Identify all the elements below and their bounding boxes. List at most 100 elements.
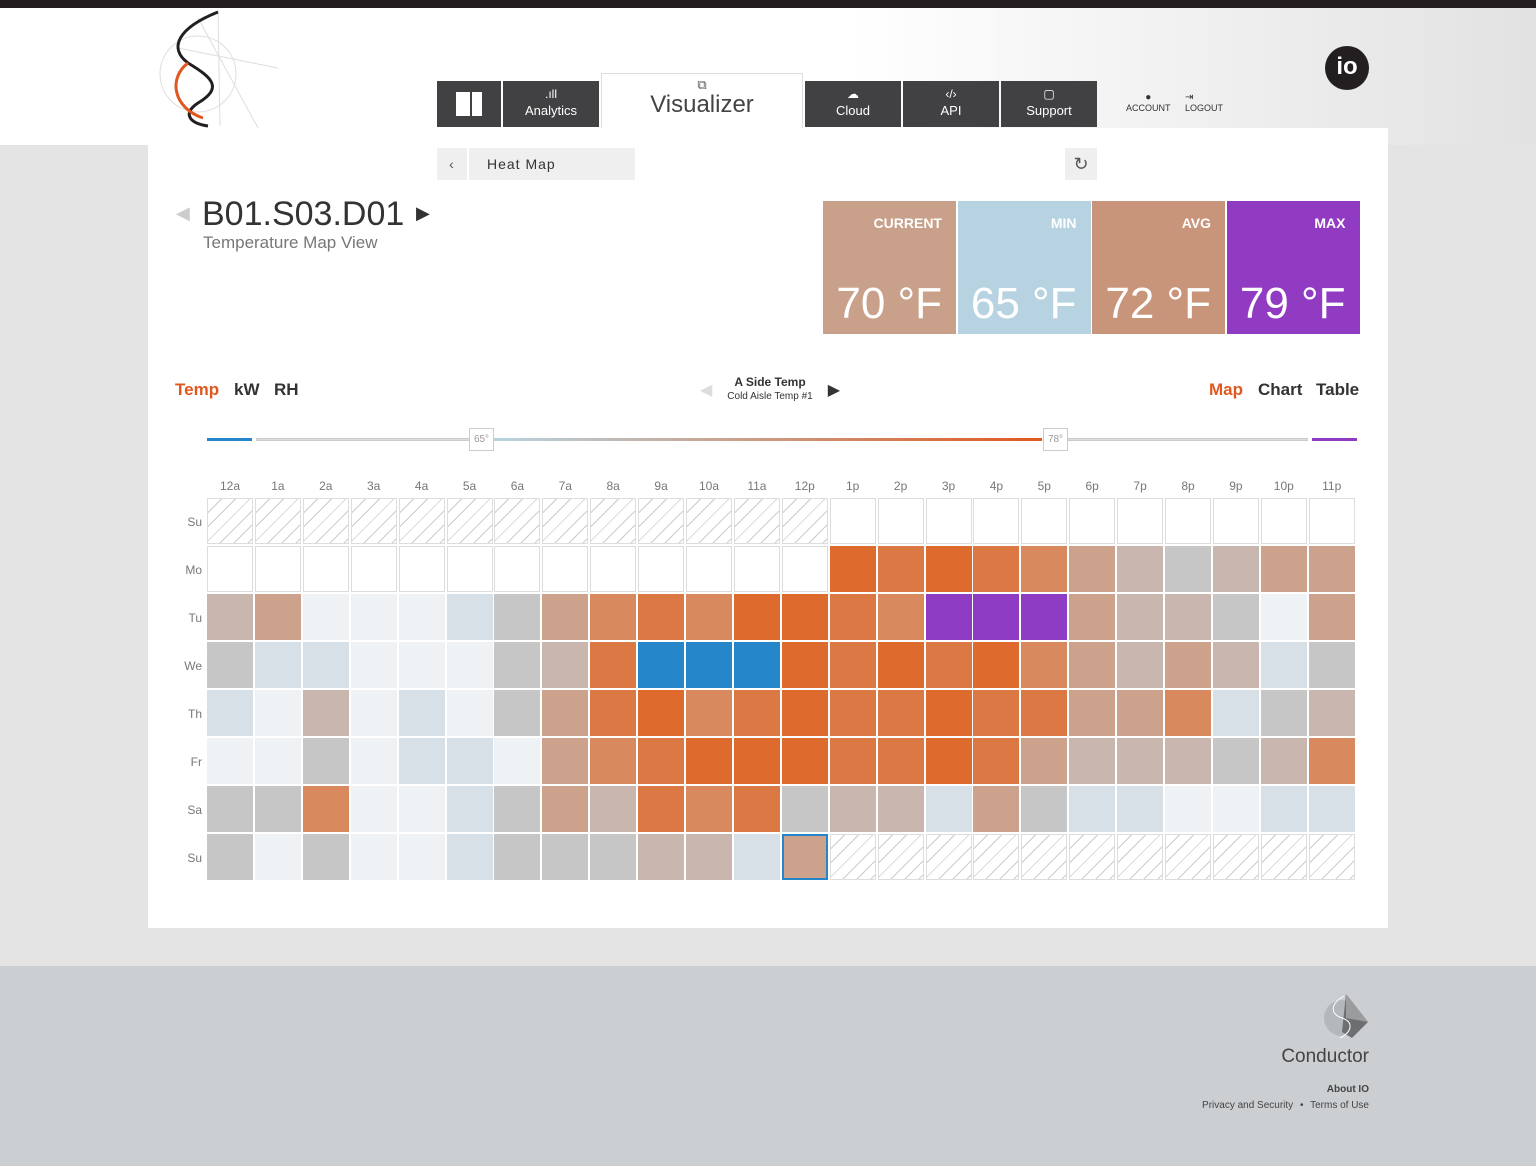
tab-kw[interactable]: kW — [234, 380, 260, 399]
heatmap-cell[interactable] — [829, 738, 876, 784]
heatmap-cell[interactable] — [254, 738, 301, 784]
heatmap-cell[interactable] — [254, 786, 301, 832]
heatmap-cell[interactable] — [781, 498, 828, 544]
heatmap-cell[interactable] — [1212, 498, 1259, 544]
heatmap-cell[interactable] — [1069, 546, 1116, 592]
heatmap-cell[interactable] — [207, 786, 253, 832]
heatmap-cell[interactable] — [1021, 642, 1068, 688]
heatmap-cell[interactable] — [494, 690, 541, 736]
heatmap-cell[interactable] — [350, 594, 397, 640]
heatmap-cell[interactable] — [542, 834, 589, 880]
heatmap-cell[interactable] — [398, 498, 445, 544]
heatmap-cell[interactable] — [350, 834, 397, 880]
heatmap-cell[interactable] — [254, 594, 301, 640]
heatmap-cell[interactable] — [1260, 642, 1307, 688]
heatmap-cell[interactable] — [542, 738, 589, 784]
heatmap-cell[interactable] — [829, 834, 876, 880]
heatmap-cell[interactable] — [781, 690, 828, 736]
heatmap-cell[interactable] — [590, 498, 637, 544]
heatmap-cell[interactable] — [446, 738, 493, 784]
heatmap-cell[interactable] — [590, 594, 637, 640]
heatmap-cell[interactable] — [973, 738, 1020, 784]
heatmap-cell[interactable] — [973, 498, 1020, 544]
nav-cloud[interactable]: ☁ Cloud — [805, 81, 901, 127]
heatmap-cell[interactable] — [733, 738, 780, 784]
heatmap-cell[interactable] — [733, 834, 780, 880]
account-link[interactable]: ● ACCOUNT — [1126, 92, 1171, 113]
heatmap-cell[interactable] — [1165, 498, 1211, 544]
next-device-icon[interactable]: ▶ — [416, 203, 430, 223]
heatmap-cell[interactable] — [733, 546, 780, 592]
heatmap-cell[interactable] — [542, 498, 589, 544]
heatmap-cell[interactable] — [590, 834, 637, 880]
heatmap-cell[interactable] — [1117, 642, 1164, 688]
heatmap-cell[interactable] — [494, 786, 541, 832]
nav-visualizer[interactable]: ⧉ Visualizer — [601, 73, 803, 129]
heatmap-cell[interactable] — [829, 642, 876, 688]
heatmap-cell[interactable] — [829, 498, 876, 544]
heatmap-cell[interactable] — [398, 594, 445, 640]
tab-table[interactable]: Table — [1316, 380, 1360, 399]
heatmap-cell[interactable] — [1021, 594, 1068, 640]
heatmap-cell[interactable] — [1069, 786, 1116, 832]
heatmap-cell[interactable] — [1021, 738, 1068, 784]
heatmap-cell[interactable] — [207, 690, 253, 736]
heatmap-cell[interactable] — [925, 834, 972, 880]
heatmap-cell[interactable] — [494, 834, 541, 880]
heatmap-cell[interactable] — [207, 594, 253, 640]
heatmap-cell[interactable] — [1260, 498, 1307, 544]
heatmap-cell[interactable] — [1021, 786, 1068, 832]
heatmap-cell[interactable] — [925, 642, 972, 688]
heatmap-cell[interactable] — [1260, 594, 1307, 640]
heatmap-cell[interactable] — [733, 690, 780, 736]
heatmap-cell[interactable] — [638, 834, 685, 880]
heatmap-cell[interactable] — [733, 786, 780, 832]
heatmap-cell[interactable] — [1308, 786, 1355, 832]
heatmap-cell[interactable] — [925, 546, 972, 592]
heatmap-cell[interactable] — [1117, 690, 1164, 736]
heatmap-cell[interactable] — [1212, 690, 1259, 736]
heatmap-cell[interactable] — [1260, 786, 1307, 832]
heatmap-cell[interactable] — [1212, 546, 1259, 592]
heatmap-cell[interactable] — [638, 594, 685, 640]
heatmap-cell[interactable] — [925, 690, 972, 736]
heatmap-cell[interactable] — [1165, 834, 1211, 880]
heatmap-cell[interactable] — [1069, 594, 1116, 640]
heatmap-cell[interactable] — [877, 546, 924, 592]
heatmap-cell[interactable] — [1117, 498, 1164, 544]
heatmap-cell[interactable] — [925, 594, 972, 640]
heatmap-cell[interactable] — [254, 834, 301, 880]
heatmap-cell[interactable] — [1117, 738, 1164, 784]
heatmap-cell[interactable] — [973, 786, 1020, 832]
heatmap-cell[interactable] — [542, 546, 589, 592]
heatmap-cell[interactable] — [781, 834, 828, 880]
heatmap-cell[interactable] — [973, 642, 1020, 688]
heatmap-cell[interactable] — [781, 738, 828, 784]
heatmap-cell[interactable] — [1212, 642, 1259, 688]
io-brand-badge[interactable]: io — [1325, 46, 1369, 90]
heatmap-cell[interactable] — [877, 834, 924, 880]
heatmap-cell[interactable] — [1308, 594, 1355, 640]
heatmap-cell[interactable] — [1117, 546, 1164, 592]
heatmap-cell[interactable] — [973, 690, 1020, 736]
heatmap-cell[interactable] — [1308, 498, 1355, 544]
heatmap-cell[interactable] — [686, 498, 732, 544]
heatmap-cell[interactable] — [829, 690, 876, 736]
previous-device-icon[interactable]: ◀ — [176, 203, 190, 223]
heatmap-cell[interactable] — [254, 642, 301, 688]
heatmap-cell[interactable] — [254, 498, 301, 544]
terms-link[interactable]: Terms of Use — [1310, 1100, 1369, 1111]
heatmap-cell[interactable] — [1069, 642, 1116, 688]
heatmap-cell[interactable] — [686, 642, 732, 688]
heatmap-cell[interactable] — [494, 642, 541, 688]
heatmap-cell[interactable] — [542, 690, 589, 736]
tab-map[interactable]: Map — [1209, 380, 1243, 399]
company-logo[interactable] — [158, 8, 282, 128]
heatmap-cell[interactable] — [1260, 546, 1307, 592]
heatmap-cell[interactable] — [254, 690, 301, 736]
heatmap-cell[interactable] — [1165, 642, 1211, 688]
refresh-icon[interactable]: ↻ — [1065, 148, 1097, 180]
scale-high-handle[interactable]: 78° — [1043, 428, 1068, 451]
heatmap-cell[interactable] — [733, 642, 780, 688]
heatmap-cell[interactable] — [350, 498, 397, 544]
